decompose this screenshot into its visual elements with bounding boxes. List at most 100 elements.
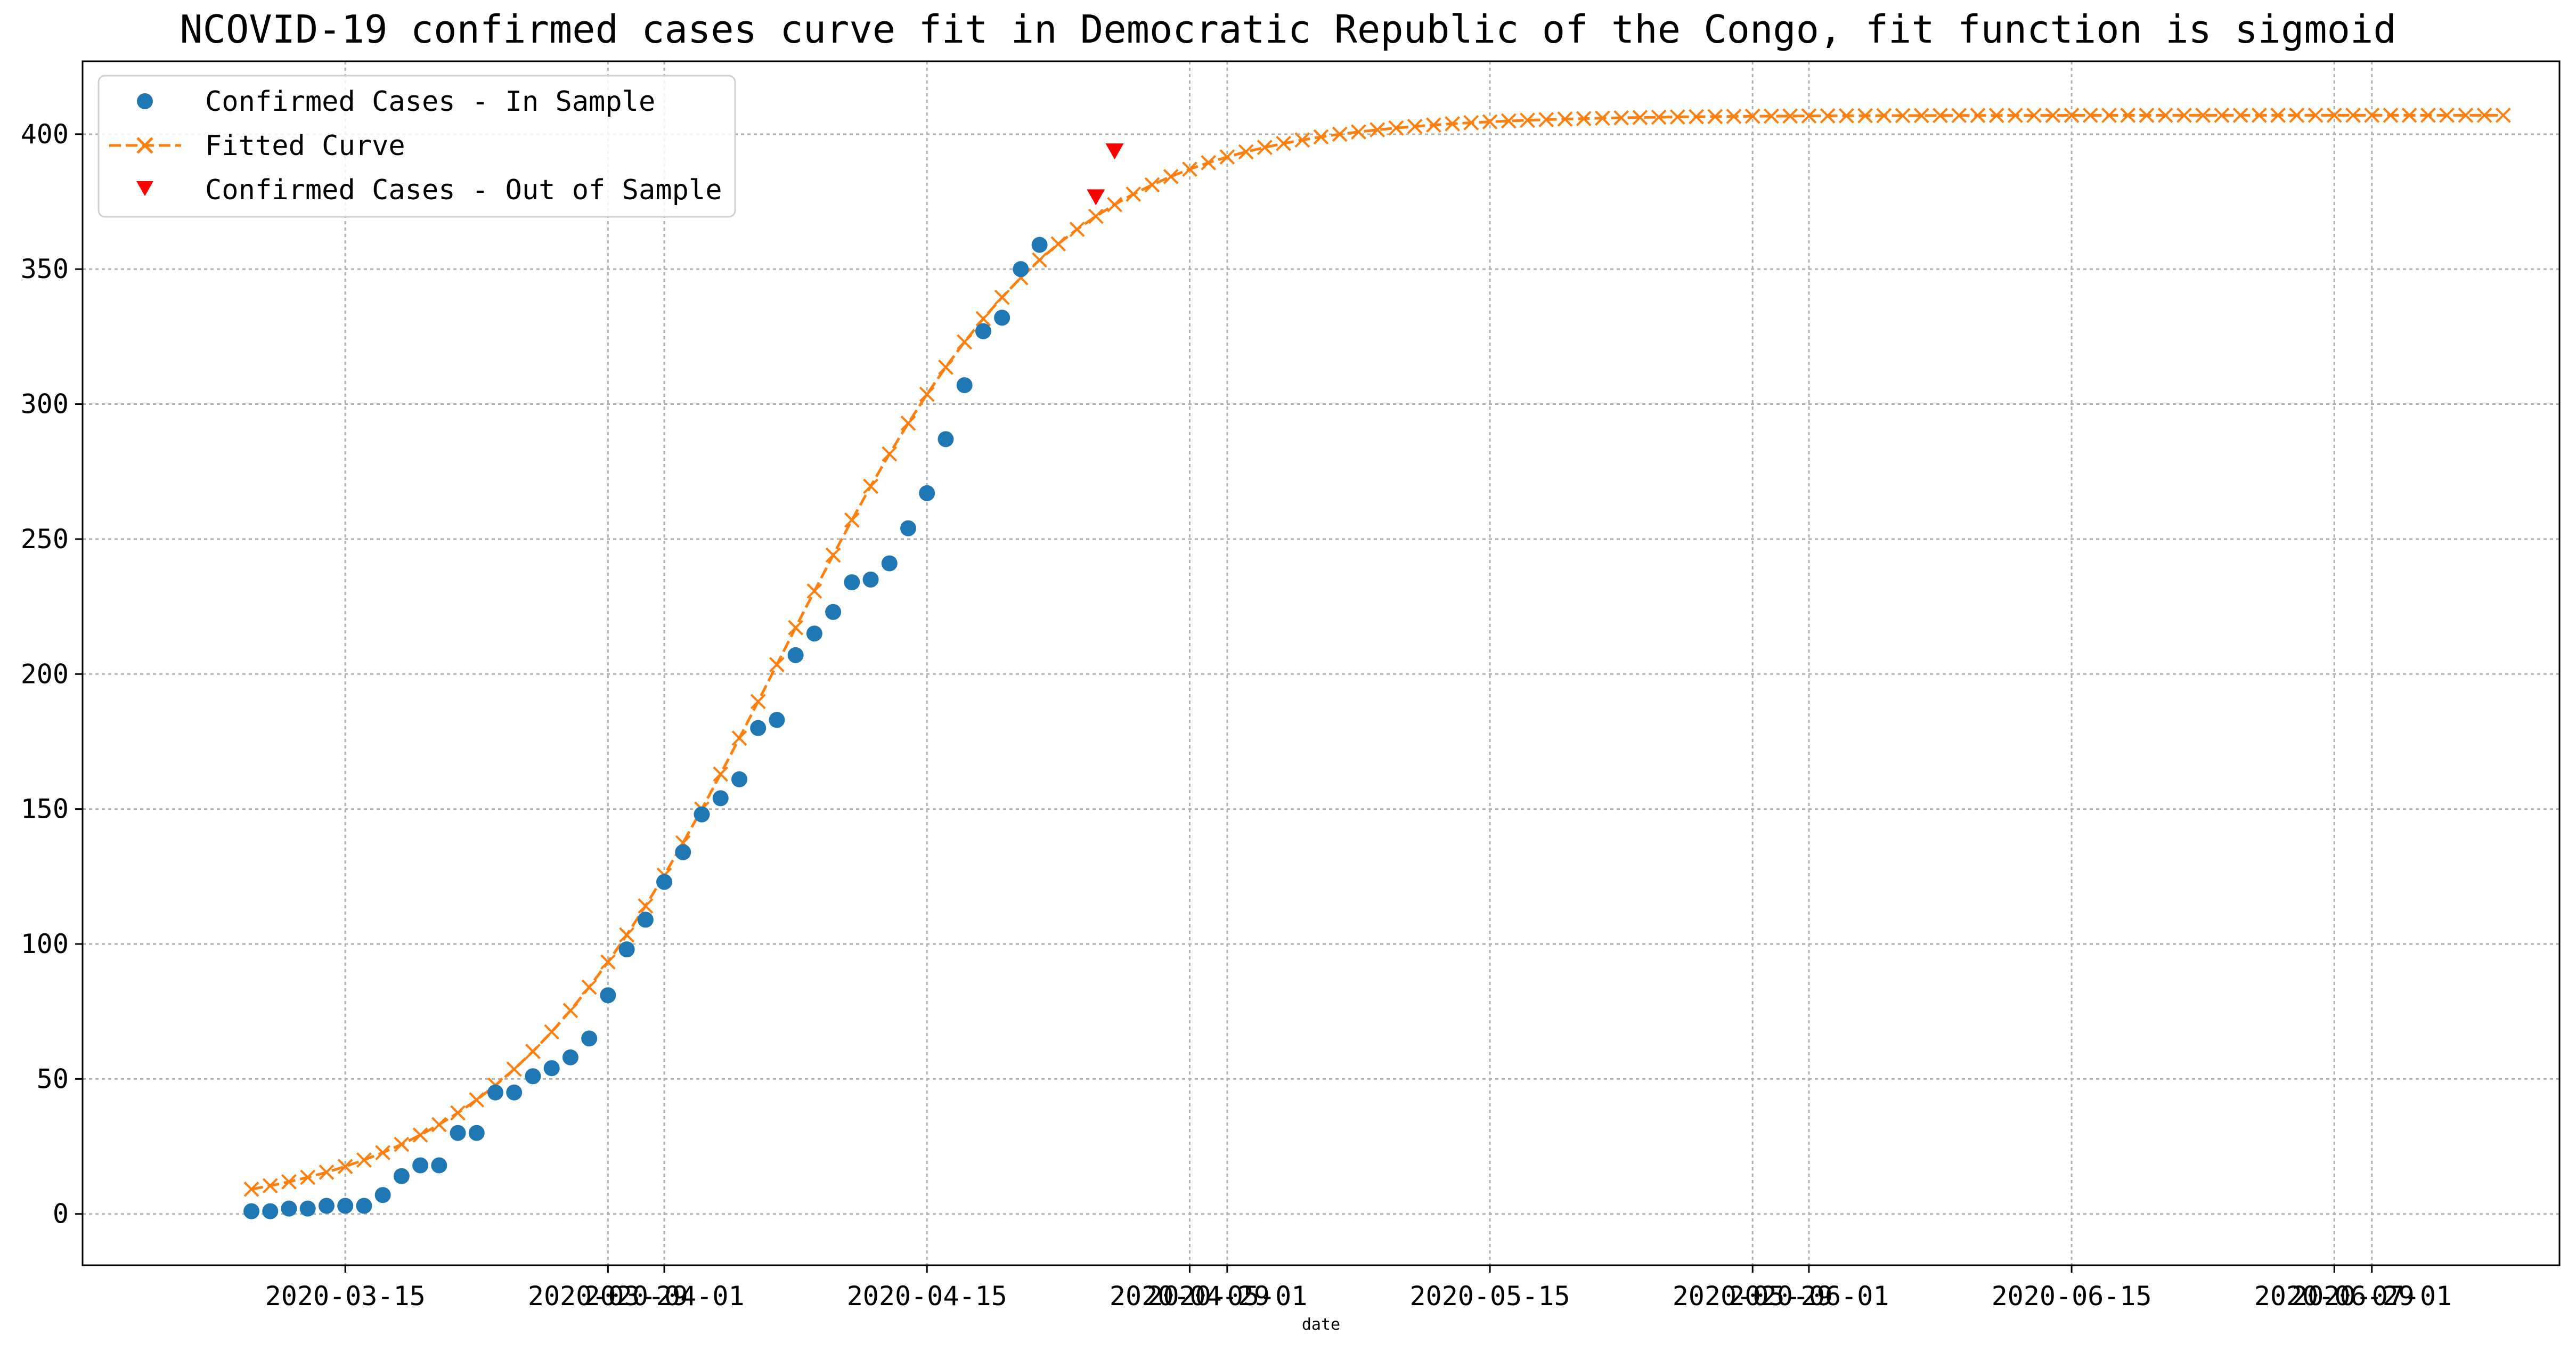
in-sample-point [769,712,785,728]
fitted-curve-marker [806,583,822,599]
fitted-curve-marker [2214,107,2230,123]
fitted-curve-marker [262,1178,278,1194]
fitted-curve-marker [1520,112,1535,128]
fitted-curve-marker [2232,107,2248,123]
in-sample-point [787,647,804,663]
fitted-curve-marker [1238,144,1254,160]
fitted-curve-marker [900,416,916,431]
y-tick-label: 50 [37,1063,69,1094]
y-tick-label: 300 [21,389,69,420]
fitted-curve-marker [2176,108,2192,123]
fitted-curve-marker [337,1159,353,1175]
in-sample-point [243,1203,260,1219]
fitted-curve-line [251,113,2504,1191]
fitted-curve-marker [994,289,1010,305]
fitted-curve-marker [1576,111,1592,127]
fitted-curve-marker [1876,108,1892,124]
in-sample-point [750,720,767,736]
in-sample-point [675,844,691,860]
fitted-curve-marker [1181,161,1197,177]
in-sample-point [900,520,916,536]
fitted-curve-marker [1463,115,1479,131]
x-tick-label: 2020-05-29 [1673,1281,1833,1312]
fitted-curve-marker [1557,111,1573,127]
in-sample-point [450,1125,466,1141]
fitted-curve-marker [1144,177,1160,193]
fitted-curve-marker [525,1044,541,1060]
fitted-curve-marker [2157,108,2173,123]
fitted-curve-marker [1445,116,1461,132]
fitted-curve-marker [1538,112,1554,127]
plot-frame [81,60,2561,1266]
fitted-curve-marker [1801,108,1817,124]
fitted-curve-marker [1632,110,1648,125]
in-sample-point [600,987,616,1004]
in-sample-point [487,1084,503,1101]
in-sample-point [318,1198,335,1214]
in-sample-point [881,555,898,572]
x-axis-label: date [1302,1315,1340,1334]
fitted-curve-marker [1838,108,1854,124]
fitted-curve-marker [2345,107,2361,123]
fitted-curve-marker [300,1169,316,1185]
in-sample-point [506,1084,523,1101]
fitted-curve-marker [825,547,841,563]
fitted-curve-marker [731,730,747,746]
in-sample-point [299,1200,316,1217]
fitted-curve-marker [1201,154,1217,170]
fitted-curve-marker [1425,117,1441,133]
fitted-curve-marker [2420,107,2436,123]
fitted-curve-marker [281,1174,297,1190]
fitted-curve-marker [2383,107,2399,123]
x-tick-label: 2020-05-15 [1410,1281,1570,1312]
x-tick-label: 2020-04-29 [1110,1281,1270,1312]
fitted-curve-marker [1764,108,1779,124]
fitted-curve-marker [1088,208,1104,224]
x-tick-label: 2020-07-01 [2292,1281,2452,1312]
in-sample-point [806,625,822,642]
in-sample-point [862,571,879,588]
in-sample-point [825,604,842,620]
in-sample-point [637,911,654,928]
in-sample-point [393,1168,410,1184]
fitted-curve-marker [1707,109,1723,125]
fitted-curve-marker [2064,108,2080,123]
fitted-curve-marker [1501,113,1517,129]
x-tick-label: 2020-06-01 [1729,1281,1889,1312]
y-tick-label: 250 [21,524,69,555]
fitted-curve-marker [394,1136,410,1152]
fitted-curve-marker [1219,149,1235,165]
in-sample-point [374,1187,391,1203]
in-sample-point [975,323,991,339]
out-of-sample-point [1105,143,1124,160]
fitted-curve-marker [1782,108,1798,124]
fitted-curve-marker [938,359,953,375]
fitted-curve-marker [844,512,860,528]
in-sample-point [656,874,673,890]
fitted-curve-marker [600,954,616,970]
fitted-curve-marker [375,1145,391,1161]
fitted-curve-marker [1276,135,1291,151]
fitted-curve-marker [243,1181,259,1197]
fitted-curve-marker [2082,108,2098,123]
fitted-curve-marker [1857,108,1873,124]
y-tick-label: 400 [21,119,69,150]
y-tick-label: 350 [21,254,69,284]
fitted-curve-marker [2495,107,2511,123]
fitted-curve-marker [2401,107,2417,123]
fitted-curve-marker [469,1092,485,1108]
fitted-curve-marker [2270,107,2286,123]
fitted-curve-marker [431,1117,447,1133]
fitted-curve-marker [2289,107,2305,123]
fitted-curve-marker [863,478,878,494]
legend-label-in-sample: Confirmed Cases - In Sample [205,86,655,118]
in-sample-point [712,790,729,807]
in-sample-point [412,1157,429,1174]
in-sample-point [281,1200,297,1217]
in-sample-point [431,1157,447,1174]
y-tick-label: 100 [21,929,69,959]
fitted-curve-marker [957,334,973,350]
fitted-curve-marker [1351,124,1366,140]
fitted-curve-marker [638,898,654,914]
